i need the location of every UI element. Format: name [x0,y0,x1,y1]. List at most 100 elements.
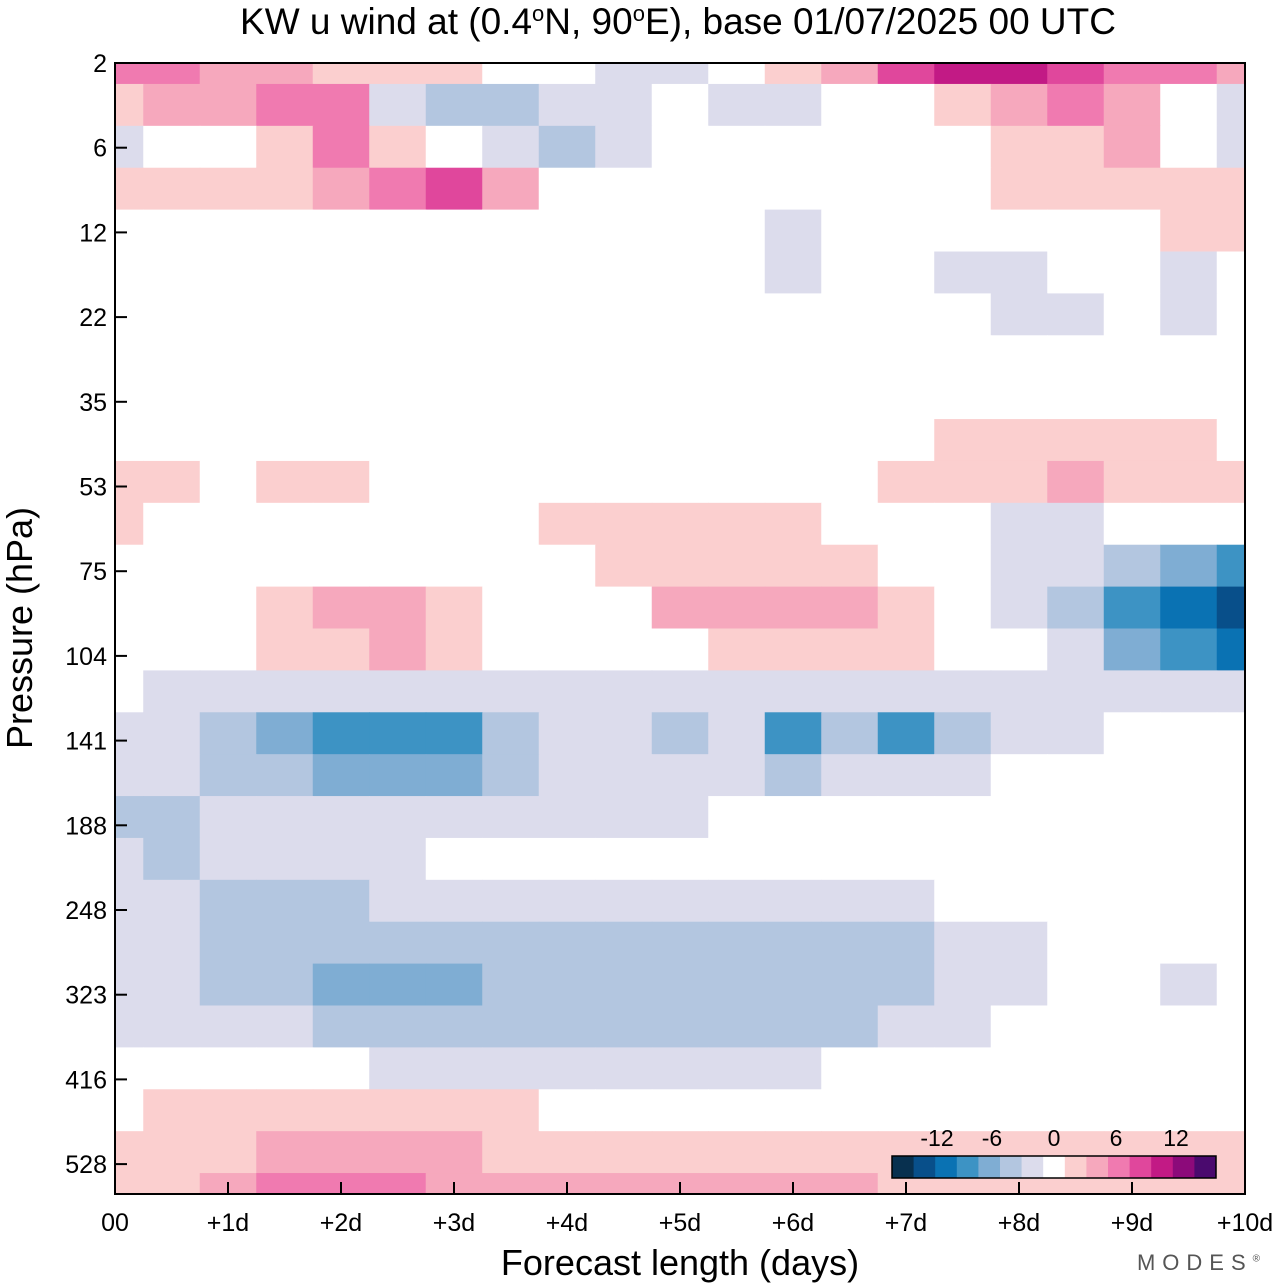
y-tick-label: 22 [79,304,107,332]
heatmap-cell [821,1173,879,1195]
heatmap-cell [877,63,935,85]
heatmap-cell [199,796,257,839]
heatmap-cell [708,963,766,1007]
heatmap-cell [312,921,370,965]
heatmap-cell [369,586,427,630]
heatmap-cell [595,1131,653,1174]
heatmap-cell [143,1131,201,1174]
heatmap-cell [256,377,314,420]
heatmap-cell [821,335,879,378]
heatmap-cell [821,251,879,294]
heatmap-cell [708,63,766,85]
heatmap-cell [990,251,1048,294]
heatmap-cell [312,796,370,839]
heatmap-cell [115,879,144,923]
heatmap-cell [538,293,596,336]
colorbar-swatch [913,1156,936,1178]
degree-symbol-2: o [633,1,645,26]
heatmap-cell [199,1089,257,1132]
heatmap-cell [708,1005,766,1048]
heatmap-cell [312,712,370,755]
heatmap-cell [1216,796,1246,839]
heatmap-cell [312,335,370,378]
heatmap-cell [425,167,483,211]
heatmap-cell [877,712,935,755]
colorbar-swatch [1064,1156,1087,1178]
heatmap-cell [1103,921,1161,965]
heatmap-cell [764,460,822,504]
heatmap-cell [651,1005,709,1048]
heatmap-cell [482,419,540,462]
heatmap-cell [312,209,370,253]
heatmap-cell [1047,460,1105,504]
y-tick-label: 2 [93,50,107,78]
heatmap-cell [1103,837,1161,881]
heatmap-cell [595,502,653,546]
heatmap-cell [1216,209,1246,253]
heatmap-cell [1160,837,1218,881]
heatmap-cell [538,712,596,755]
modes-logo: MODES® [1137,1250,1260,1276]
heatmap-cell [877,460,935,504]
heatmap-cell [115,796,144,839]
colorbar-swatch [1129,1156,1152,1178]
heatmap-cell [934,628,992,671]
heatmap-cell [934,544,992,588]
heatmap-cell [821,460,879,504]
colorbar-swatch [1108,1156,1131,1178]
heatmap-cell [482,293,540,336]
x-tick-label: +4d [546,1209,588,1237]
heatmap-cell [990,167,1048,211]
heatmap-cell [369,1047,427,1090]
heatmap-cell [934,754,992,797]
heatmap-cell [425,712,483,755]
heatmap-cell [764,419,822,462]
heatmap-cell [1160,628,1218,671]
heatmap-cell [1160,921,1218,965]
heatmap-cell [651,293,709,336]
heatmap-cell [256,712,314,755]
heatmap-cell [256,921,314,965]
heatmap-cell [651,796,709,839]
heatmap-cell [595,125,653,169]
heatmap-cell [1103,502,1161,546]
heatmap-cell [256,963,314,1007]
heatmap-cell [651,1089,709,1132]
heatmap-cell [651,963,709,1007]
y-tick-label: 188 [65,812,107,840]
heatmap-cell [143,754,201,797]
heatmap-cell [1047,963,1105,1007]
heatmap-cell [1047,879,1105,923]
heatmap-cell [482,1047,540,1090]
heatmap-cell [1047,125,1105,169]
heatmap-cell [1047,796,1105,839]
x-axis: 00 +1d +2d +3d +4d +5d +6d +7d +8d +9d +10d [101,1182,1273,1237]
heatmap-cell [764,754,822,797]
heatmap-cell [143,1173,201,1195]
heatmap-cell [256,419,314,462]
heatmap-cell [538,796,596,839]
heatmap-cell [877,796,935,839]
heatmap-cell [708,377,766,420]
heatmap-cell [934,502,992,546]
heatmap-cell [199,837,257,881]
heatmap-cell [764,921,822,965]
heatmap-cell [1160,251,1218,294]
heatmap-cell [821,209,879,253]
heatmap-cell [990,335,1048,378]
heatmap-cell [708,670,766,713]
heatmap-cell [1103,1005,1161,1048]
heatmap-cell [595,628,653,671]
heatmap-cell [1216,921,1246,965]
heatmap-cell [1160,1047,1218,1090]
heatmap-cell [115,628,144,671]
heatmap-cell [1216,83,1246,127]
heatmap-cell [1160,167,1218,211]
heatmap-cell [764,712,822,755]
heatmap-cell [990,125,1048,169]
heatmap-cell [482,209,540,253]
heatmap-cell [821,837,879,881]
heatmap-cell [708,712,766,755]
heatmap-cell [1216,125,1246,169]
heatmap-cell [369,125,427,169]
